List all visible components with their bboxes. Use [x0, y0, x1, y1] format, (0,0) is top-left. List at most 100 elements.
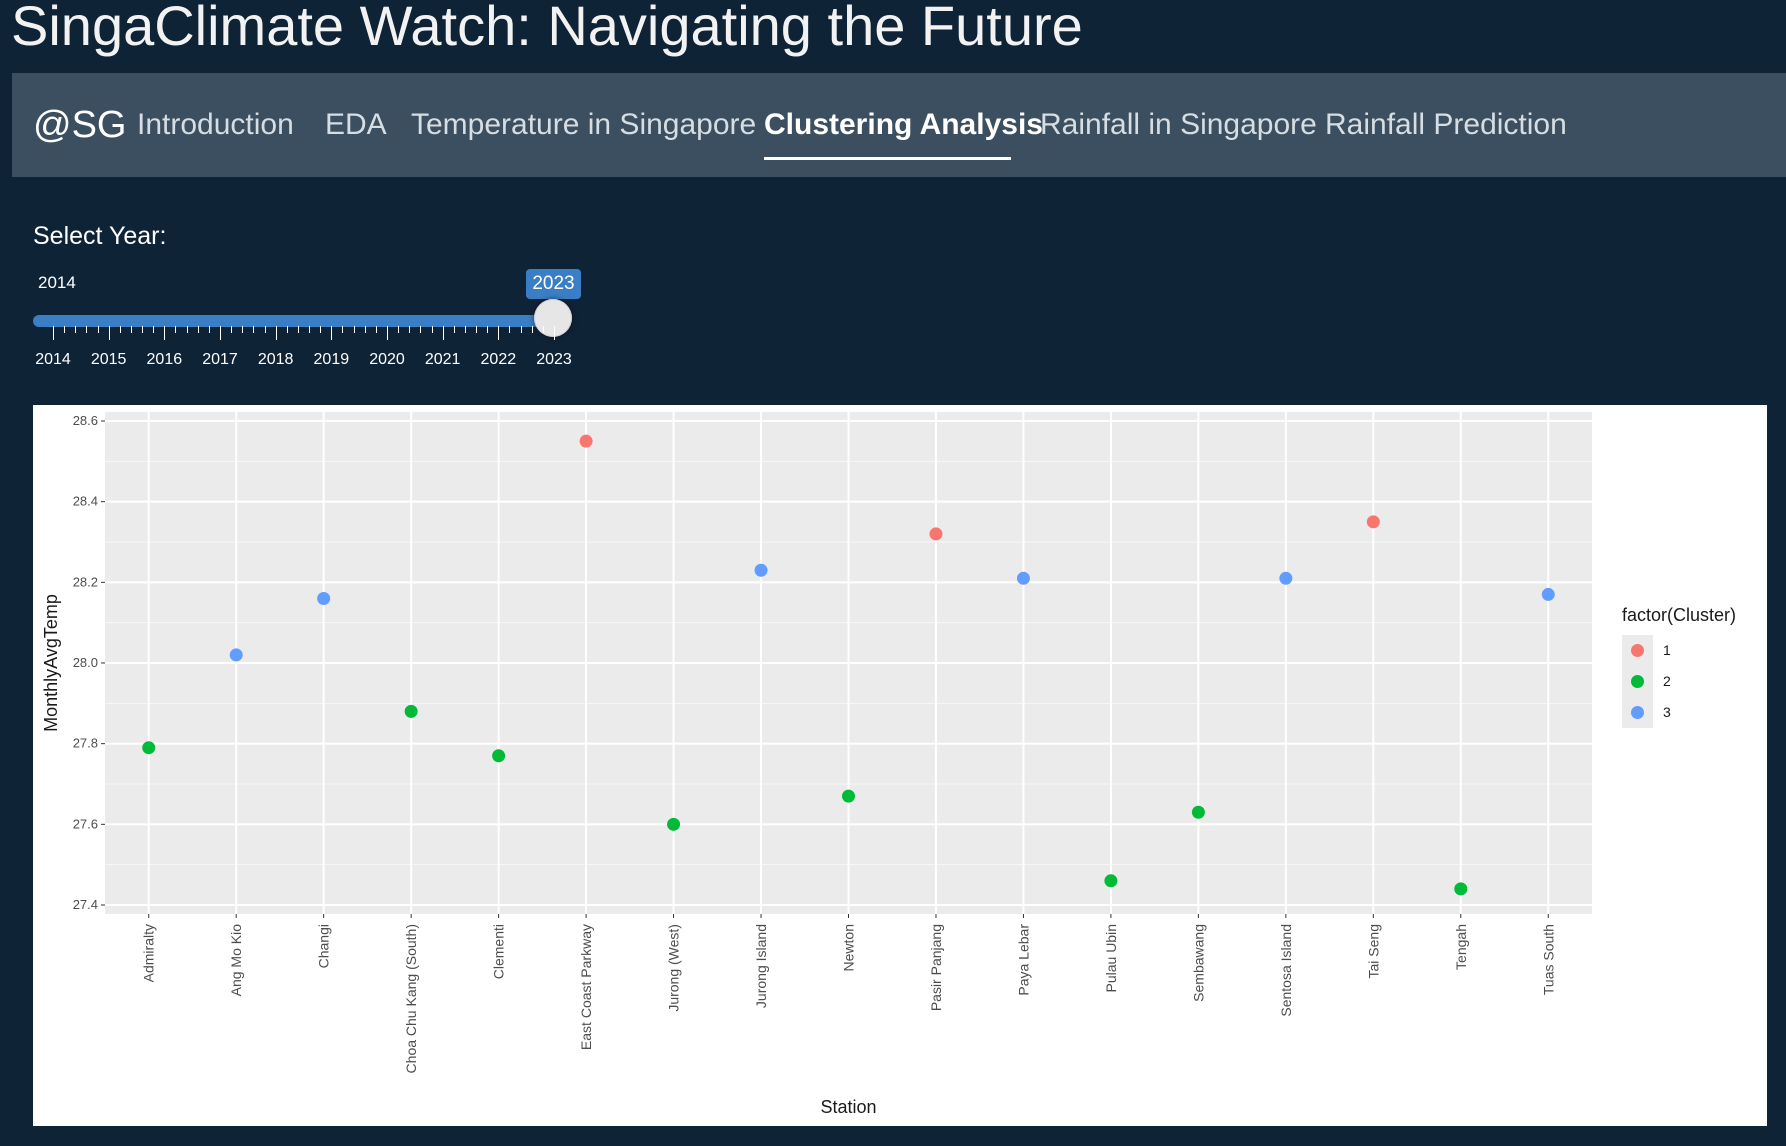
legend-marker [1631, 675, 1644, 688]
year-slider-minor-tick [453, 326, 455, 333]
year-slider-major-tick [554, 326, 555, 340]
year-slider-minor-tick [531, 326, 533, 333]
x-tick-label: Changi [316, 924, 332, 968]
x-tick-label: Jurong (West) [666, 924, 682, 1012]
data-point [929, 527, 943, 541]
year-slider-minor-tick [364, 326, 366, 333]
year-slider-minor-tick [420, 326, 422, 333]
year-slider-minor-tick [286, 326, 288, 333]
year-slider-year-label: 2017 [202, 351, 238, 368]
legend-marker [1631, 706, 1644, 719]
year-slider-major-tick [387, 326, 388, 340]
year-slider-minor-tick [75, 326, 77, 333]
x-tick-label: Admiralty [141, 924, 157, 982]
data-point [1104, 874, 1118, 888]
y-tick-label: 27.4 [73, 897, 98, 912]
tab-rainfall-prediction[interactable]: Rainfall Prediction [1325, 108, 1567, 141]
y-tick-label: 28.4 [73, 494, 98, 509]
data-point [142, 741, 156, 755]
data-point [1541, 587, 1555, 601]
year-slider-minor-tick [175, 326, 177, 333]
year-slider-year-label: 2018 [257, 351, 294, 368]
year-slider-minor-tick [476, 326, 478, 333]
x-tick-label: Pasir Panjang [928, 924, 944, 1011]
year-slider-minor-tick [409, 326, 411, 333]
data-point [667, 817, 681, 831]
year-slider-minor-tick [119, 326, 121, 333]
x-tick-label: East Coast Parkway [578, 924, 594, 1050]
active-tab-underline [764, 157, 1011, 160]
year-slider-handle[interactable] [534, 299, 572, 337]
year-slider-minor-tick [464, 326, 466, 333]
tab-clustering-analysis[interactable]: Clustering Analysis [764, 108, 1043, 141]
year-slider-minor-tick [64, 326, 66, 333]
app-title: SingaClimate Watch: Navigating the Futur… [11, 0, 1083, 57]
year-slider-year-label: 2014 [35, 351, 71, 368]
year-slider-minor-tick [297, 326, 299, 333]
year-slider-minor-tick [353, 326, 355, 333]
year-slider-major-tick [220, 326, 221, 340]
x-tick-label: Ang Mo Kio [228, 924, 244, 997]
x-tick-label: Paya Lebar [1015, 924, 1031, 996]
data-point [842, 789, 855, 803]
year-slider-major-tick [442, 326, 444, 340]
data-point [754, 563, 768, 577]
tab-rainfall-in-singapore[interactable]: Rainfall in Singapore [1040, 108, 1317, 141]
data-point [1016, 571, 1030, 585]
data-point [1279, 571, 1293, 585]
legend-marker [1631, 644, 1644, 657]
x-tick-label: Tuas South [1540, 924, 1556, 995]
year-slider-minor-tick [264, 326, 266, 333]
tab-eda[interactable]: EDA [325, 108, 387, 141]
year-slider-minor-tick [320, 326, 322, 333]
cluster-scatter-chart: 27.4 27.6 27.8 28.0 28.2 28.4 28.6 Admiralty Ang… [41, 412, 1736, 1117]
year-slider-minor-tick [153, 326, 155, 333]
x-tick-label: Tai Seng [1365, 924, 1381, 978]
year-slider-major-tick [331, 326, 333, 340]
legend-label: 1 [1663, 642, 1671, 658]
year-slider-ticks [0, 326, 600, 346]
x-tick-label: Sentosa Island [1278, 924, 1294, 1017]
year-slider-value-bubble: 2023 [526, 269, 581, 304]
data-point [1191, 805, 1205, 819]
legend-title: factor(Cluster) [1622, 605, 1736, 625]
y-tick-label: 28.0 [73, 655, 98, 670]
year-slider-minor-tick [520, 326, 522, 333]
data-point [229, 648, 243, 662]
x-tick-label: Newton [841, 924, 857, 971]
year-slider-minor-tick [253, 326, 255, 333]
year-slider-major-tick [498, 326, 500, 340]
x-tick-label: Clementi [491, 924, 507, 979]
year-slider-major-tick [164, 326, 166, 340]
year-slider-year-label: 2023 [536, 351, 572, 368]
year-slider-minor-tick [509, 326, 511, 333]
legend-label: 2 [1663, 673, 1671, 689]
tab-introduction[interactable]: Introduction [137, 108, 294, 141]
legend-label: 3 [1663, 704, 1671, 720]
x-axis-title: Station [820, 1097, 876, 1117]
year-slider-minor-tick [309, 326, 311, 333]
year-slider-year-label: 2016 [146, 351, 183, 368]
year-slider-minor-tick [231, 326, 233, 333]
year-slider-major-tick [108, 326, 110, 340]
year-slider-year-label: 2015 [90, 351, 127, 368]
data-point [1454, 882, 1468, 896]
year-slider-label: Select Year: [33, 222, 167, 250]
year-slider-minor-tick [186, 326, 188, 333]
x-tick-label: Jurong Island [753, 924, 769, 1008]
year-slider-year-label: 2019 [313, 351, 350, 368]
data-point [317, 591, 331, 605]
year-slider-minor-tick [242, 326, 244, 333]
year-slider-major-tick [53, 326, 54, 340]
year-slider-minor-tick [398, 326, 400, 333]
navbar: @SG Introduction EDA Temperature in Sing… [12, 73, 1786, 177]
y-tick-label: 28.2 [73, 574, 98, 589]
y-tick-label: 28.6 [73, 413, 98, 428]
tab-temperature-in-singapore[interactable]: Temperature in Singapore [411, 108, 757, 141]
x-tick-label: Choa Chu Kang (South) [403, 924, 419, 1073]
navbar-brand[interactable]: @SG [33, 104, 127, 146]
year-slider-track[interactable] [33, 315, 553, 327]
year-slider-year-label: 2021 [424, 351, 461, 368]
data-point [492, 749, 506, 763]
data-point [579, 434, 593, 448]
